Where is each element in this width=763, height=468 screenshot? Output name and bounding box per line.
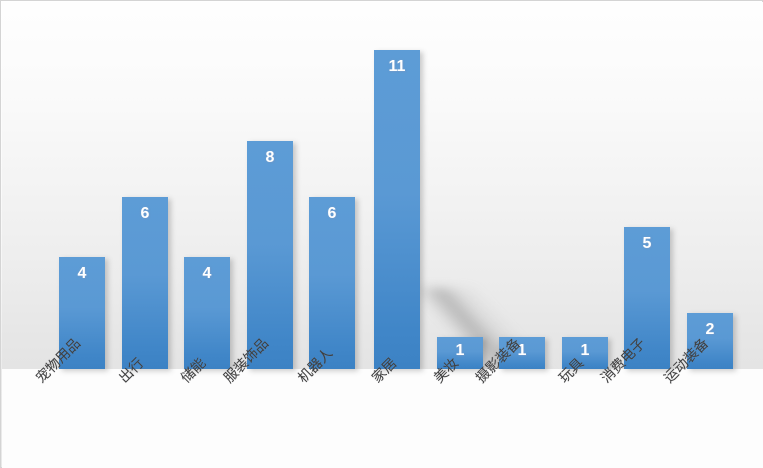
- bar[interactable]: 6: [122, 197, 168, 369]
- bar[interactable]: 5: [624, 227, 670, 369]
- bar[interactable]: 1: [499, 337, 545, 369]
- bar-value-label: 8: [265, 149, 275, 166]
- bar-value-label: 6: [140, 205, 150, 222]
- bar-value-label: 1: [455, 342, 465, 359]
- bar-value-label: 6: [327, 205, 337, 222]
- bar[interactable]: 1: [437, 337, 483, 369]
- bar-value-label: 1: [580, 342, 590, 359]
- bar[interactable]: 8: [247, 141, 293, 369]
- bar-value-label: 2: [705, 321, 715, 338]
- bar[interactable]: 11: [374, 50, 420, 369]
- bar-value-label: 1: [517, 342, 527, 359]
- bar[interactable]: 4: [59, 257, 105, 369]
- bar[interactable]: 2: [687, 313, 733, 369]
- bar[interactable]: 1: [562, 337, 608, 369]
- category-axis-band: [2, 369, 763, 468]
- bar-value-label: 11: [388, 58, 406, 75]
- bar-value-label: 4: [202, 265, 212, 282]
- bar-value-label: 4: [77, 265, 87, 282]
- bar[interactable]: 6: [309, 197, 355, 369]
- bar[interactable]: 4: [184, 257, 230, 369]
- bar-value-label: 5: [642, 235, 652, 252]
